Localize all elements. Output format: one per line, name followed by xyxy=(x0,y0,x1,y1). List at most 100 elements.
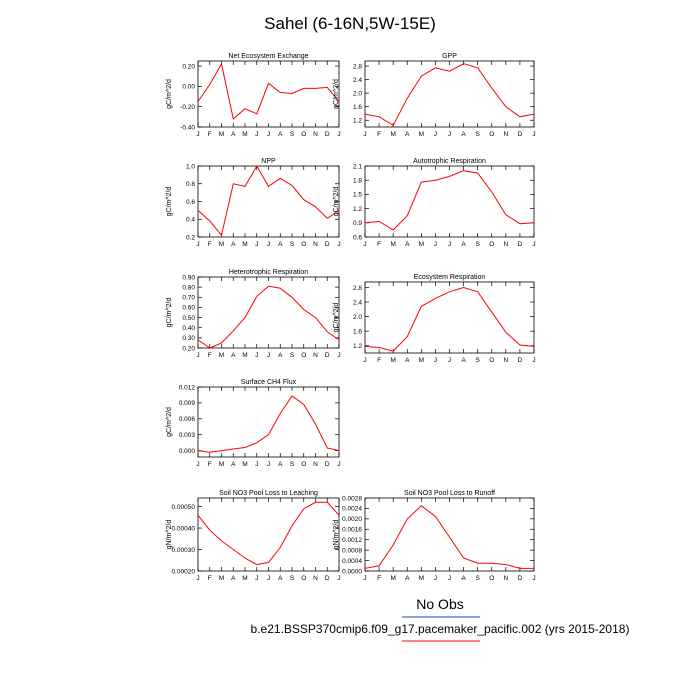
x-tick-label: M xyxy=(219,352,224,359)
x-tick-label: J xyxy=(267,241,270,248)
series-line xyxy=(364,286,535,352)
y-tick-label: 0.000 xyxy=(179,448,196,455)
x-tick-label: J xyxy=(196,461,199,468)
y-tick-label: 0.006 xyxy=(179,416,196,423)
plot-frame xyxy=(364,281,535,354)
x-tick-label: J xyxy=(255,575,258,582)
y-tick-label: 0.90 xyxy=(182,274,195,281)
x-tick-label: D xyxy=(325,131,330,138)
y-tick-label: 0.2 xyxy=(186,234,195,241)
x-tick-label: A xyxy=(231,461,236,468)
x-tick-label: F xyxy=(208,241,212,248)
x-tick-label: J xyxy=(267,461,270,468)
x-tick-label: A xyxy=(231,575,236,582)
y-axis-label: gC/m^2/d xyxy=(333,303,340,333)
x-tick-label: J xyxy=(196,352,199,359)
x-tick-label: O xyxy=(301,352,306,359)
y-tick-label: 1.8 xyxy=(353,178,362,185)
panel-title: Soil NO3 Pool Loss to Runoff xyxy=(404,490,495,497)
y-tick-label: 0.00050 xyxy=(172,504,196,511)
x-tick-label: J xyxy=(532,357,535,364)
y-tick-label: 2.1 xyxy=(353,163,362,170)
y-tick-label: 0.30 xyxy=(182,335,195,342)
x-tick-label: A xyxy=(231,241,236,248)
y-tick-label: 0.20 xyxy=(182,63,195,70)
x-tick-label: J xyxy=(448,131,451,138)
plot-frame xyxy=(197,276,340,349)
x-tick-label: J xyxy=(448,357,451,364)
x-tick-label: S xyxy=(290,461,295,468)
panel-8: Soil NO3 Pool Loss to LeachinggN/m^2/d0.… xyxy=(166,490,341,582)
y-axis-label: gC/m^2/d xyxy=(166,187,173,217)
panel-title: GPP xyxy=(442,53,457,60)
y-tick-label: 1.5 xyxy=(353,192,362,199)
x-tick-label: F xyxy=(377,131,381,138)
x-tick-label: D xyxy=(325,461,330,468)
figure-title: Sahel (6-16N,5W-15E) xyxy=(264,14,436,33)
x-tick-label: S xyxy=(475,241,480,248)
x-tick-label: J xyxy=(363,241,366,248)
x-tick-label: S xyxy=(290,131,295,138)
x-tick-label: J xyxy=(337,131,340,138)
y-tick-label: 2.0 xyxy=(353,314,362,321)
x-tick-label: J xyxy=(255,241,258,248)
x-tick-label: A xyxy=(461,357,466,364)
series-line xyxy=(197,501,340,566)
x-tick-label: J xyxy=(363,575,366,582)
series-line xyxy=(197,395,340,453)
plot-frame xyxy=(197,165,340,238)
x-tick-label: M xyxy=(419,575,424,582)
x-tick-label: J xyxy=(337,352,340,359)
x-tick-label: J xyxy=(434,131,437,138)
x-tick-label: A xyxy=(278,575,283,582)
x-tick-label: J xyxy=(196,241,199,248)
panel-9: Soil NO3 Pool Loss to RunoffgN/m^2/d0.00… xyxy=(333,490,536,582)
x-tick-label: N xyxy=(313,461,318,468)
x-tick-label: J xyxy=(532,241,535,248)
figure-caption: b.e21.BSSP370cmip6.f09_g17.pacemaker_pac… xyxy=(251,622,630,636)
x-tick-label: S xyxy=(475,131,480,138)
y-tick-label: 0.20 xyxy=(182,345,195,352)
panels: Net Ecosystem Exchange gC/m^2/d 0.20 0.00 -0… xyxy=(166,53,536,582)
panel-5: Heterotrophic Respiration gC/m^2/d 0.90 0.8… xyxy=(166,269,341,359)
plot-frame xyxy=(197,497,340,572)
x-tick-label: N xyxy=(313,575,318,582)
x-tick-label: J xyxy=(267,575,270,582)
y-tick-label: -0.40 xyxy=(180,124,195,131)
y-tick-label: 1.6 xyxy=(353,328,362,335)
x-tick-label: M xyxy=(390,575,395,582)
x-tick-label: J xyxy=(434,357,437,364)
y-tick-label: 0.009 xyxy=(179,400,196,407)
x-tick-label: A xyxy=(405,575,410,582)
x-tick-label: O xyxy=(301,241,306,248)
y-tick-label: 0.0016 xyxy=(342,527,362,534)
x-tick-label: A xyxy=(405,357,410,364)
y-tick-label: 1.2 xyxy=(353,343,362,350)
x-tick-label: M xyxy=(419,131,424,138)
x-tick-label: F xyxy=(377,357,381,364)
x-tick-label: O xyxy=(489,131,494,138)
series-line xyxy=(364,170,535,231)
x-tick-label: M xyxy=(219,241,224,248)
y-tick-label: 1.0 xyxy=(186,163,195,170)
panel-title: Ecosystem Respiration xyxy=(414,274,486,281)
legend-label: No Obs xyxy=(416,596,463,612)
x-tick-label: N xyxy=(313,352,318,359)
y-tick-label: 0.0004 xyxy=(342,558,362,565)
x-tick-label: M xyxy=(242,575,247,582)
x-tick-label: O xyxy=(489,241,494,248)
y-tick-label: 0.0008 xyxy=(342,547,362,554)
panel-title: NPP xyxy=(261,158,276,165)
x-tick-label: A xyxy=(461,241,466,248)
y-axis-label: gN/m^2/d xyxy=(333,520,340,550)
x-tick-label: M xyxy=(419,357,424,364)
x-tick-label: J xyxy=(363,131,366,138)
x-tick-label: N xyxy=(503,241,508,248)
x-tick-label: J xyxy=(448,575,451,582)
x-tick-label: M xyxy=(219,575,224,582)
x-tick-label: M xyxy=(219,461,224,468)
x-tick-label: D xyxy=(518,575,523,582)
x-tick-label: M xyxy=(419,241,424,248)
